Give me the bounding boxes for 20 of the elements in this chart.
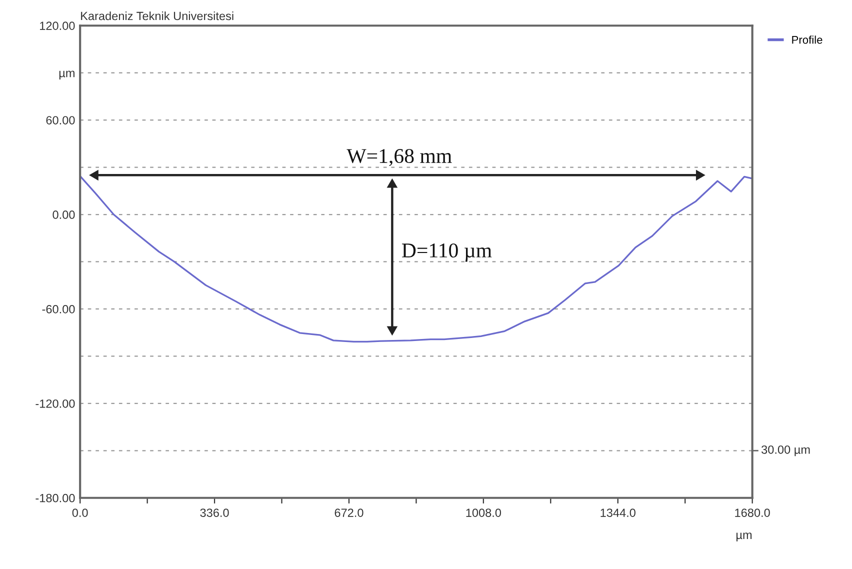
line-series [80,175,752,343]
y-tick-label: 60.00 [46,116,75,124]
x-tick-label: 336.0 [200,508,229,517]
x-tick-label: 672.0 [334,508,364,517]
x-tick-label: 1680.0 [735,508,770,517]
x-tick-label: 1008.0 [466,508,502,517]
y-tick-label: -120.00 [36,399,75,408]
y-tick-label: 0.00 [52,210,75,219]
legend-label: Profile [792,36,822,44]
text: 30.00 µm [762,445,810,456]
x-axis-title: µm [736,532,752,542]
y-tick-label: 120.00 [40,22,75,30]
x-tick-label: 1344.0 [600,508,636,517]
x-tick-label: 0.0 [72,508,88,517]
annotation: D=110 µm [402,243,492,262]
y-tick-label: -60.00 [42,305,75,314]
y-tick-label: µm [59,70,74,80]
annotation: W=1,68 mm [346,148,452,166]
chart-title: Karadeniz Teknik Universitesi [81,11,234,20]
y-tick-label: -180.00 [36,494,75,502]
